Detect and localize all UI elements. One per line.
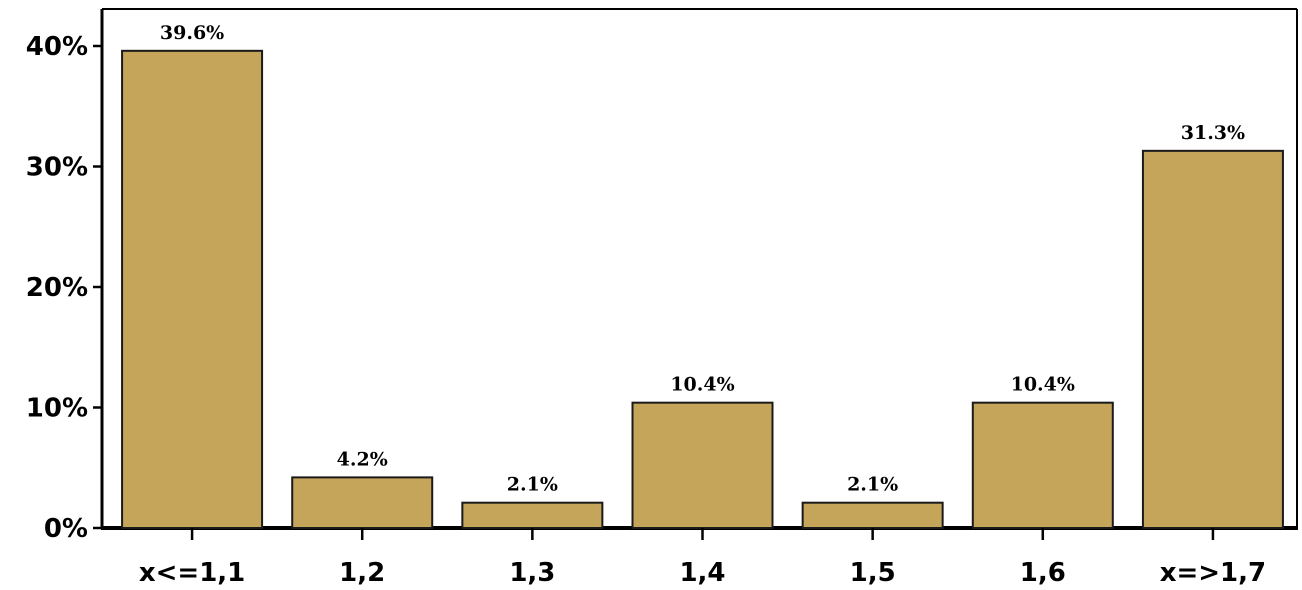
bar-data-label: 4.2% <box>337 448 388 470</box>
y-tick-label: 20% <box>26 273 88 303</box>
bar <box>1141 149 1284 530</box>
x-tick-label: 1,5 <box>850 558 896 588</box>
x-tick-label: x=>1,7 <box>1160 558 1266 588</box>
y-tick-label: 30% <box>26 153 88 183</box>
y-tick-label: 40% <box>26 32 88 62</box>
bar <box>801 501 944 530</box>
x-tick-label: 1,4 <box>679 558 725 588</box>
bar <box>121 49 264 529</box>
bar-data-label: 10.4% <box>670 374 734 396</box>
x-tick-label: 1,3 <box>509 558 555 588</box>
y-tick-label: 10% <box>26 394 88 424</box>
y-axis-ticks: 0% 10% 20% 30% 40% <box>26 32 102 544</box>
bar-data-label: 2.1% <box>507 474 558 496</box>
x-tick-label: x<=1,1 <box>139 558 245 588</box>
x-tick-label: 1,6 <box>1020 558 1066 588</box>
x-tick-label: 1,2 <box>339 558 385 588</box>
bar <box>461 501 604 530</box>
x-axis-ticks: x<=1,1 1,2 1,3 1,4 1,5 1,6 x=>1,7 <box>139 528 1266 588</box>
bars <box>121 49 1284 530</box>
bar-data-label: 10.4% <box>1011 374 1075 396</box>
bar <box>971 401 1114 529</box>
bar <box>631 401 774 529</box>
y-tick-label: 0% <box>44 514 88 544</box>
data-labels: 39.6% 4.2% 2.1% 10.4% 2.1% 10.4% 31.3% <box>160 22 1245 496</box>
bar-data-label: 2.1% <box>847 474 898 496</box>
bar-data-label: 31.3% <box>1181 122 1245 144</box>
bar-data-label: 39.6% <box>160 22 224 44</box>
bar <box>291 476 434 530</box>
